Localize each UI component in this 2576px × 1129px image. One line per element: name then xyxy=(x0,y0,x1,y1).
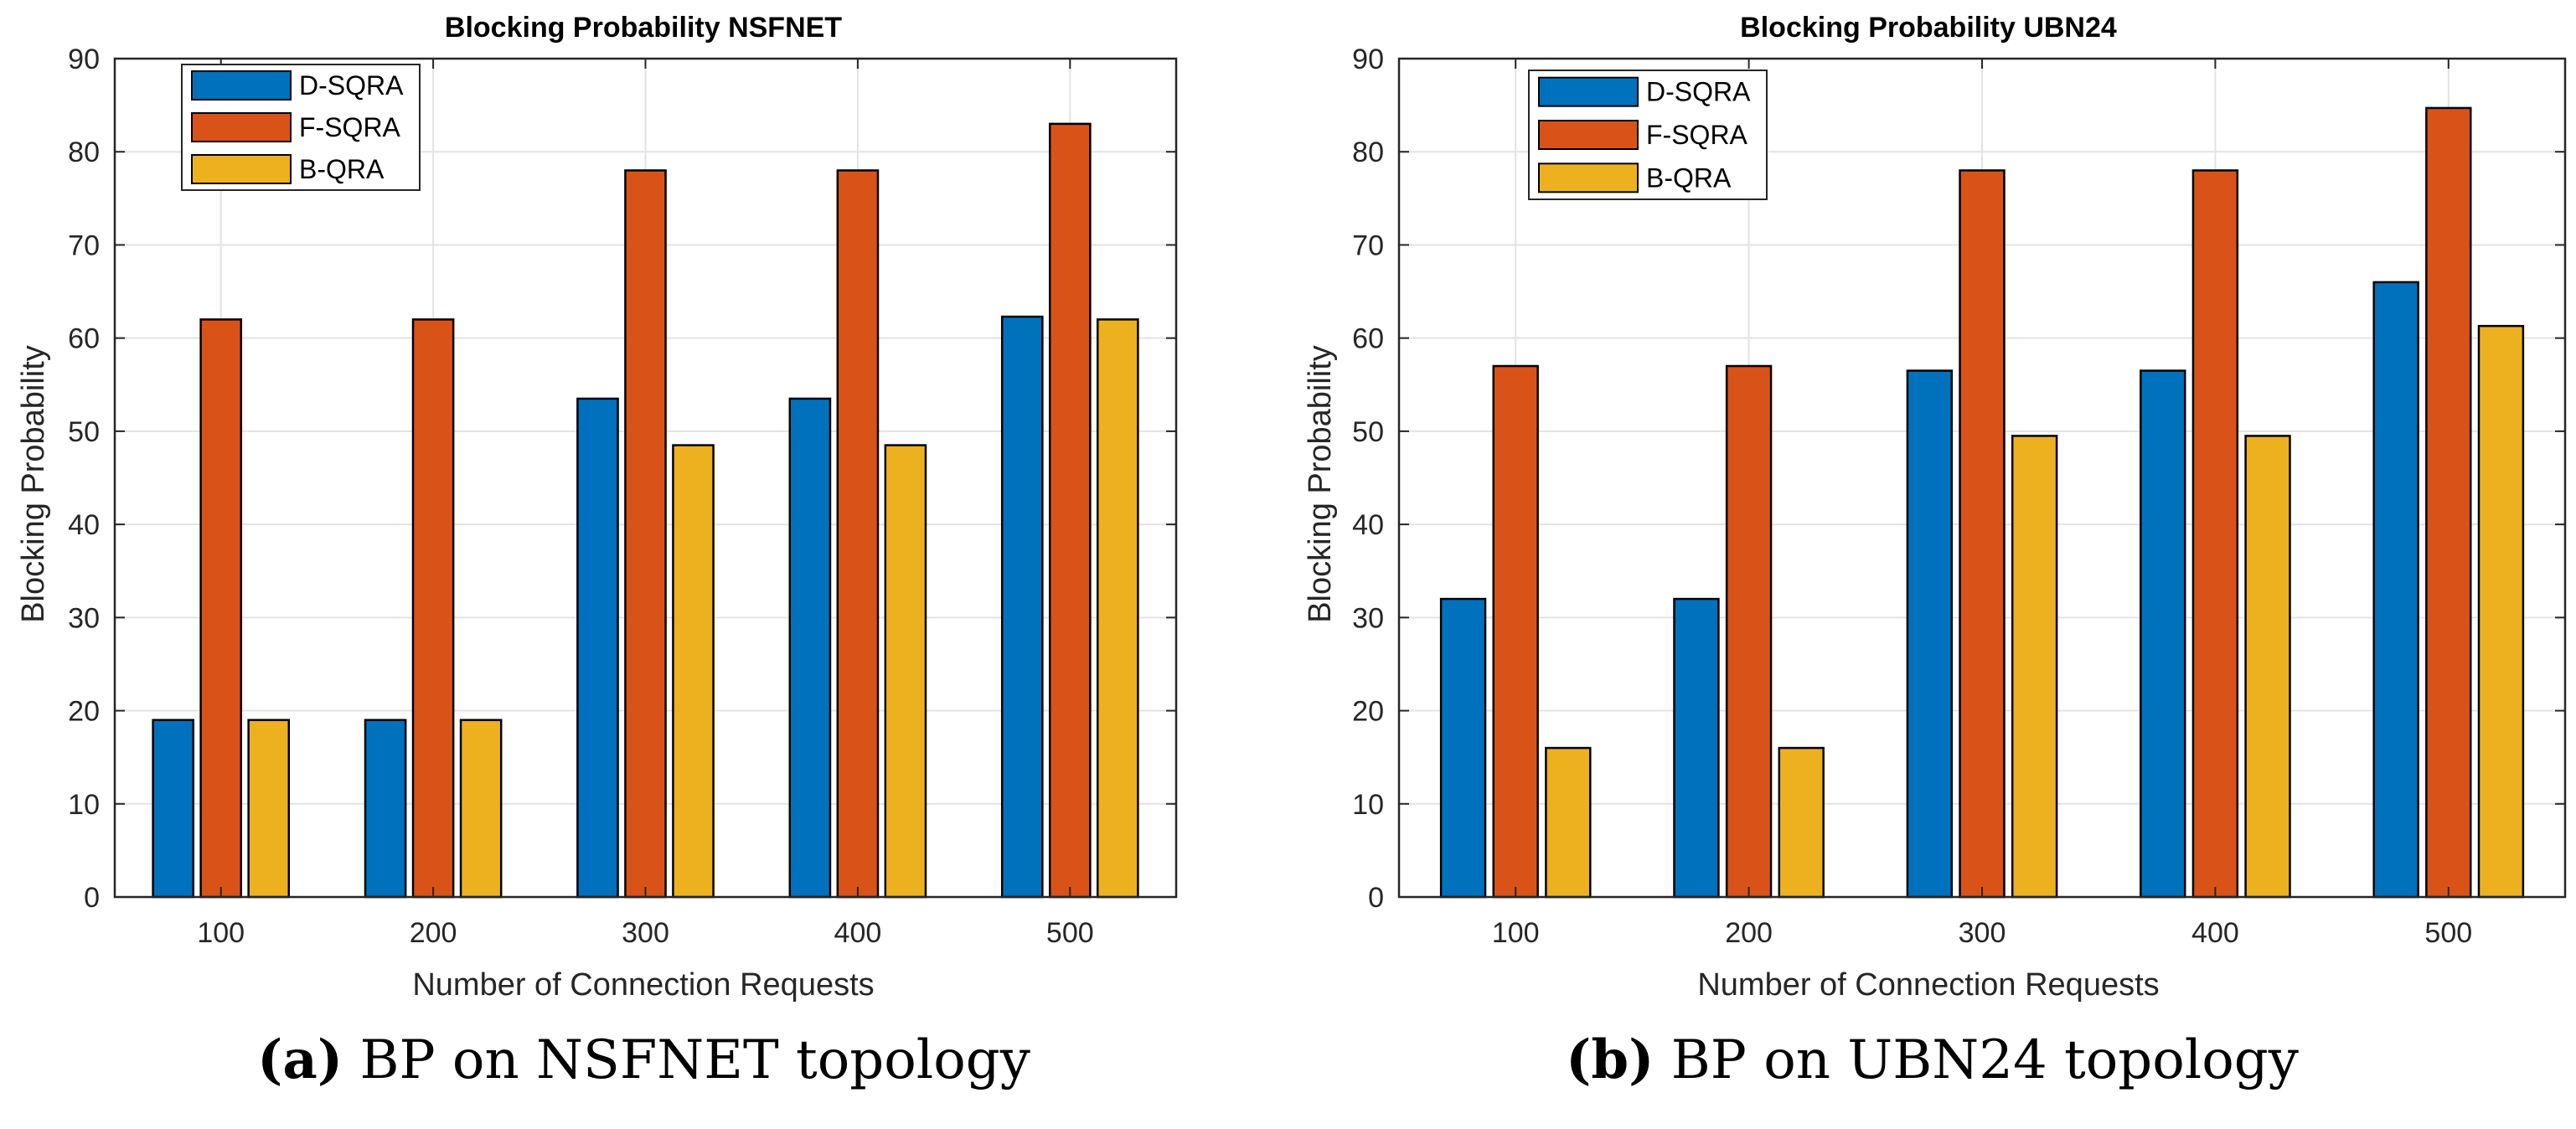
bar xyxy=(1725,364,1773,899)
y-tick-label: 90 xyxy=(1352,44,1384,75)
y-tick-label: 60 xyxy=(1352,323,1384,355)
axes-box xyxy=(113,57,1178,899)
y-tick-label: 50 xyxy=(1352,416,1384,448)
y-tick-label: 30 xyxy=(1352,602,1384,634)
y-tick-label: 20 xyxy=(1352,696,1384,728)
axes-box xyxy=(1397,57,2567,899)
chart-a: Blocking Probability NSFNET Number of Co… xyxy=(16,12,1178,1003)
bar xyxy=(1778,746,1825,899)
bar xyxy=(1000,315,1044,899)
y-tick-label: 30 xyxy=(68,602,100,634)
bar xyxy=(672,444,715,899)
y-tick-label: 70 xyxy=(1352,229,1384,261)
chart-panel-a: Blocking Probability NSFNET Number of Co… xyxy=(0,12,1288,1091)
chart-b: Blocking Probability UBN24 Number of Con… xyxy=(1303,12,2567,1003)
bar xyxy=(459,719,503,899)
x-tick-label: 300 xyxy=(622,917,669,949)
y-tick-label: 10 xyxy=(68,789,100,821)
bar xyxy=(199,318,243,899)
y-tick-label: 70 xyxy=(68,229,100,261)
bar xyxy=(247,719,291,899)
y-axis-label: Blocking Probability xyxy=(16,345,51,623)
bar xyxy=(2425,106,2472,899)
bar xyxy=(2372,281,2419,899)
x-axis-label: Number of Connection Requests xyxy=(1697,967,2159,1003)
chart-title: Blocking Probability NSFNET xyxy=(445,12,842,44)
bar xyxy=(1096,318,1139,899)
chart-title: Blocking Probability UBN24 xyxy=(1740,12,2117,44)
bar xyxy=(788,397,832,899)
bar xyxy=(152,719,195,899)
caption-label: (b) xyxy=(1566,1028,1655,1091)
bar xyxy=(411,318,455,899)
bar xyxy=(2140,369,2186,899)
bar xyxy=(2244,435,2291,899)
bar xyxy=(364,719,407,899)
legend-label: D-SQRA xyxy=(299,70,404,101)
bar xyxy=(836,169,880,899)
bar xyxy=(1439,597,1487,899)
legend-swatch xyxy=(1538,162,1639,193)
legend-label: D-SQRA xyxy=(1646,77,1751,107)
y-tick-label: 40 xyxy=(1352,509,1384,541)
bar xyxy=(2191,169,2239,899)
bar xyxy=(1492,364,1539,899)
legend-label: B-QRA xyxy=(1646,162,1732,193)
y-tick-label: 0 xyxy=(1368,882,1384,914)
bar xyxy=(576,397,619,899)
y-tick-label: 60 xyxy=(68,323,100,355)
x-tick-label: 100 xyxy=(1492,917,1540,949)
legend-swatch xyxy=(1538,76,1639,107)
bar xyxy=(1545,746,1592,899)
x-tick-label: 500 xyxy=(1046,917,1094,949)
bar xyxy=(1906,369,1954,899)
bar xyxy=(884,444,927,899)
legend-label: B-QRA xyxy=(299,154,385,184)
x-tick-label: 200 xyxy=(1725,917,1773,949)
x-tick-label: 400 xyxy=(834,917,882,949)
x-tick-label: 200 xyxy=(410,917,457,949)
bar xyxy=(624,169,667,899)
legend-swatch xyxy=(191,154,292,184)
bar xyxy=(1048,122,1092,899)
y-axis-label: Blocking Probability xyxy=(1303,345,1338,623)
x-tick-label: 300 xyxy=(1959,917,2006,949)
x-axis-label: Number of Connection Requests xyxy=(412,967,874,1003)
legend-swatch xyxy=(191,70,292,101)
bar xyxy=(2011,435,2058,899)
y-tick-label: 10 xyxy=(1352,789,1384,821)
x-tick-label: 500 xyxy=(2424,917,2472,949)
caption-label: (a) xyxy=(257,1028,343,1091)
legend-swatch xyxy=(191,112,292,142)
y-tick-label: 40 xyxy=(68,509,100,541)
legend-label: F-SQRA xyxy=(1646,120,1748,150)
legend-label: F-SQRA xyxy=(299,112,401,142)
bar xyxy=(1959,169,2006,899)
y-tick-label: 20 xyxy=(68,696,100,728)
y-tick-label: 80 xyxy=(68,137,100,168)
y-tick-label: 80 xyxy=(1352,137,1384,168)
chart-panel-b: Blocking Probability UBN24 Number of Con… xyxy=(1288,0,2576,1129)
caption-b: (b) BP on UBN24 topology xyxy=(1288,1028,2576,1091)
x-tick-label: 400 xyxy=(2191,917,2239,949)
bar xyxy=(2477,324,2525,899)
caption-text: BP on NSFNET topology xyxy=(359,1029,1030,1091)
caption-text: BP on UBN24 topology xyxy=(1670,1029,2299,1091)
y-tick-label: 0 xyxy=(84,882,100,914)
y-tick-label: 50 xyxy=(68,416,100,448)
caption-a: (a) BP on NSFNET topology xyxy=(0,1028,1288,1091)
bar xyxy=(1673,597,1720,899)
y-tick-label: 90 xyxy=(68,44,100,75)
legend-swatch xyxy=(1538,120,1639,150)
x-tick-label: 100 xyxy=(197,917,245,949)
